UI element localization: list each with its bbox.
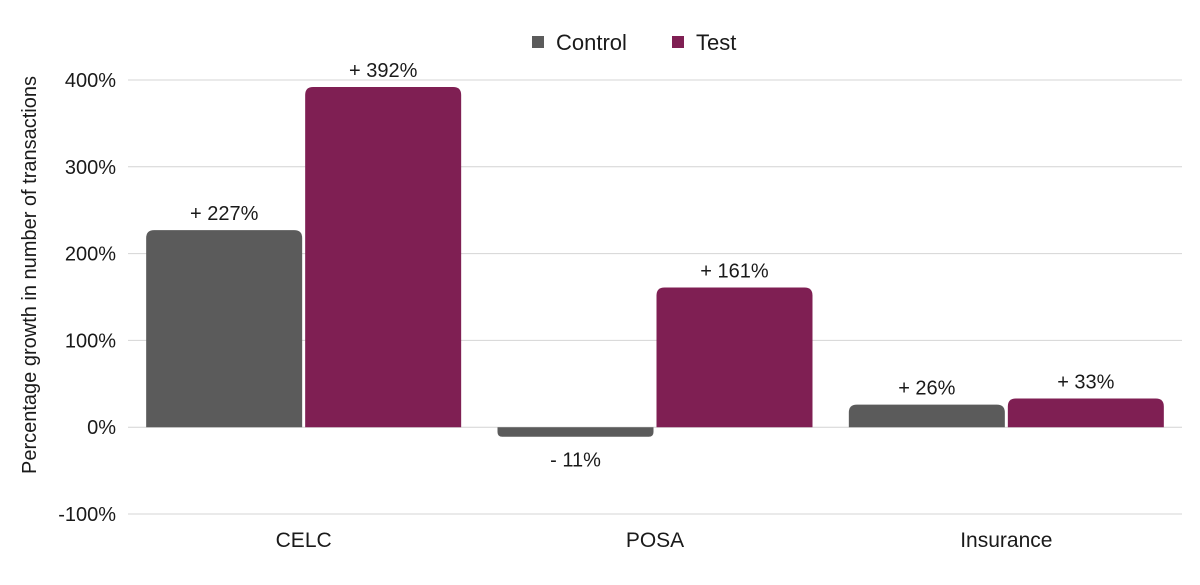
data-label: - 11% [550,450,601,472]
y-tick-label: 400% [65,70,116,92]
y-tick-label: 200% [65,244,116,266]
bar-control-posa [497,427,654,437]
x-tick-label: CELC [276,529,332,552]
bars [146,86,1164,437]
legend-label: Control [556,30,627,55]
bar-test-insurance [1007,398,1164,428]
legend-label: Test [696,30,736,55]
data-label: + 33% [1057,372,1114,394]
bar-test-celc [305,86,462,428]
y-tick-label: 100% [65,330,116,352]
legend: Control Test [532,30,736,55]
data-label: + 161% [700,260,769,282]
legend-swatch [672,36,684,48]
x-tick-label: POSA [626,529,684,552]
bar-control-celc [146,230,303,428]
y-tick-label: -100% [58,504,116,526]
data-labels: + 227% + 392% - 11% + 161% + 26% + 33% [190,60,1115,472]
data-label: + 26% [898,378,955,400]
y-axis: -100% 0% 100% 200% 300% 400% [58,70,116,526]
y-tick-label: 300% [65,157,116,179]
y-tick-label: 0% [87,417,116,439]
gridlines [128,79,1182,515]
bar-test-posa [656,287,813,428]
x-tick-label: Insurance [960,529,1052,552]
y-axis-title: Percentage growth in number of transacti… [19,76,41,474]
data-label: + 227% [190,203,259,225]
legend-swatch [532,36,544,48]
data-label: + 392% [349,60,418,82]
x-axis: CELC POSA Insurance [276,529,1053,552]
bar-control-insurance [848,404,1005,428]
